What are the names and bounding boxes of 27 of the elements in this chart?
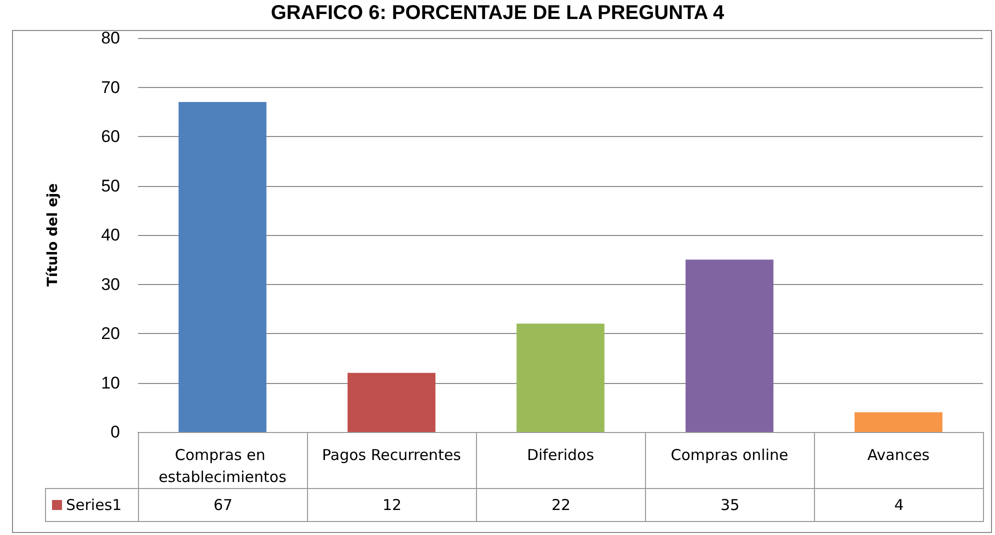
y-tick-label: 10 xyxy=(101,373,120,392)
y-tick-label: 30 xyxy=(101,274,120,294)
chart-title: GRAFICO 6: PORCENTAJE DE LA PREGUNTA 4 xyxy=(270,2,726,25)
y-tick-label: 60 xyxy=(101,127,120,146)
data-label: 22 xyxy=(551,496,571,514)
y-tick-label: 0 xyxy=(110,422,120,442)
data-label: 67 xyxy=(213,496,233,514)
y-tick-label: 70 xyxy=(101,78,120,97)
x-tick-label: Avances xyxy=(867,446,930,464)
y-axis-title: Título del eje xyxy=(45,183,61,287)
legend-label: Series1 xyxy=(65,496,122,514)
x-tick-label: Compras online xyxy=(670,446,788,464)
data-label: 12 xyxy=(382,496,402,514)
x-tick-label: Diferidos xyxy=(526,446,594,464)
x-tick-label: Pagos Recurrentes xyxy=(322,446,462,464)
x-tick-label: Compras en establecimientos xyxy=(158,446,287,486)
bar xyxy=(178,102,266,432)
y-tick-label: 40 xyxy=(101,226,120,244)
y-tick-label: 50 xyxy=(101,176,120,196)
bar xyxy=(686,260,774,432)
data-label: 4 xyxy=(894,496,904,514)
data-label: 35 xyxy=(720,496,740,514)
y-tick-label: 80 xyxy=(101,28,120,48)
y-tick-label: 20 xyxy=(101,324,120,343)
bar xyxy=(348,372,436,432)
bar xyxy=(516,324,604,432)
bar xyxy=(854,412,942,432)
